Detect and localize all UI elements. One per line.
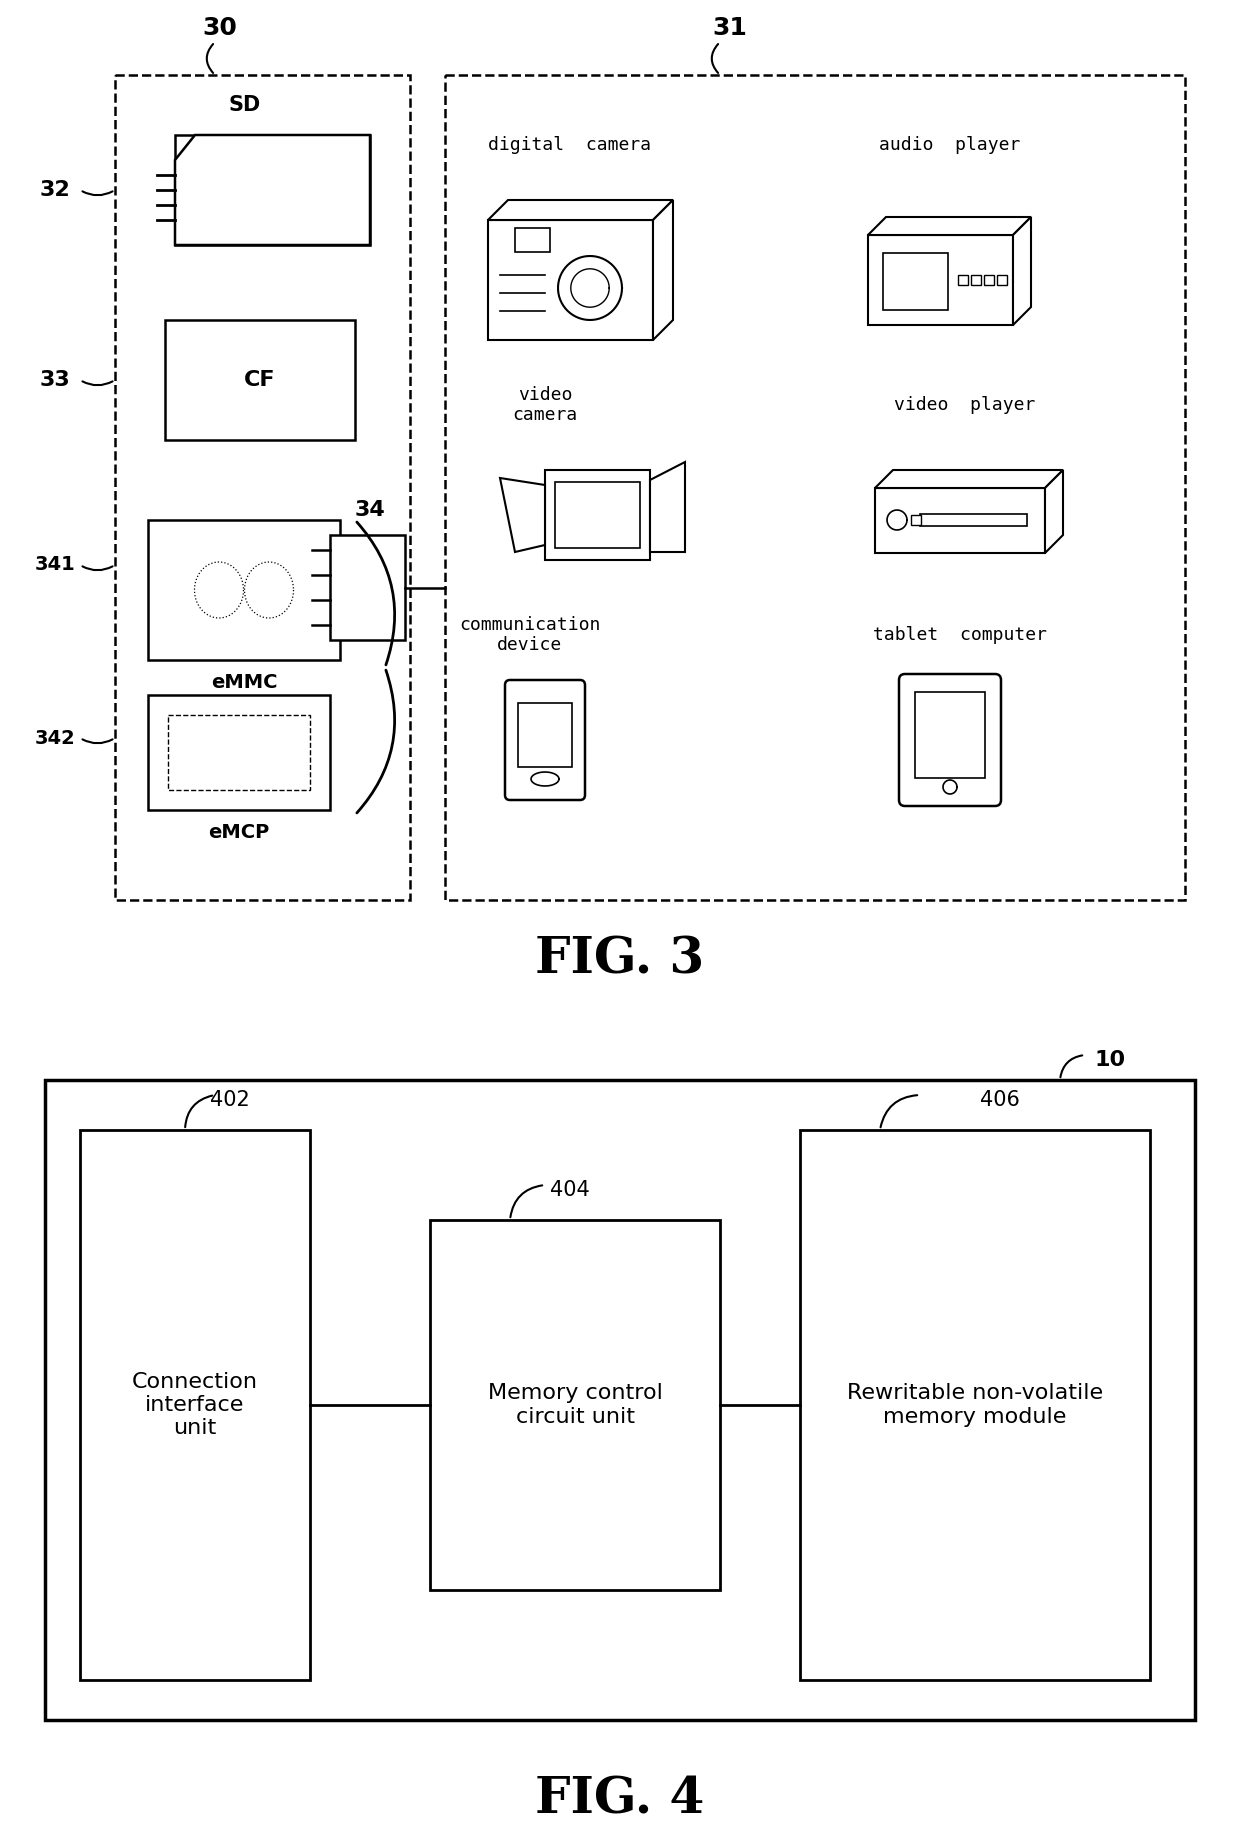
- Bar: [915, 692, 985, 777]
- Polygon shape: [175, 135, 370, 246]
- Text: 404: 404: [551, 1180, 590, 1200]
- Text: Rewritable non-volatile
memory module: Rewritable non-volatile memory module: [847, 1383, 1104, 1427]
- Bar: [115, 76, 410, 901]
- Text: 341: 341: [35, 556, 76, 574]
- Text: Memory control
circuit unit: Memory control circuit unit: [487, 1383, 662, 1427]
- Bar: [165, 319, 355, 439]
- Bar: [445, 76, 1185, 901]
- Bar: [546, 471, 650, 559]
- Bar: [911, 515, 921, 524]
- Text: 33: 33: [40, 369, 71, 390]
- Bar: [959, 275, 968, 284]
- Bar: [148, 694, 330, 810]
- Bar: [489, 220, 653, 340]
- FancyBboxPatch shape: [505, 679, 585, 799]
- Polygon shape: [653, 199, 673, 340]
- Bar: [167, 714, 310, 790]
- Text: 32: 32: [40, 181, 71, 199]
- Text: CF: CF: [244, 369, 275, 390]
- Bar: [148, 521, 340, 661]
- Text: video  player: video player: [894, 397, 1035, 414]
- Bar: [175, 135, 370, 246]
- Text: 34: 34: [355, 500, 386, 521]
- Bar: [81, 1130, 310, 1680]
- Polygon shape: [875, 471, 1063, 487]
- Text: 342: 342: [35, 729, 76, 748]
- Bar: [430, 1220, 720, 1589]
- Bar: [875, 487, 1045, 554]
- Polygon shape: [868, 218, 1030, 234]
- Text: eMCP: eMCP: [208, 823, 269, 842]
- Text: FIG. 3: FIG. 3: [536, 936, 704, 984]
- Bar: [800, 1130, 1149, 1680]
- Text: communication
device: communication device: [459, 615, 600, 653]
- Polygon shape: [1045, 471, 1063, 554]
- Polygon shape: [650, 462, 684, 552]
- Polygon shape: [500, 478, 546, 552]
- Text: video
camera: video camera: [512, 386, 578, 425]
- Polygon shape: [489, 199, 673, 220]
- Bar: [868, 234, 1013, 325]
- Bar: [330, 535, 405, 641]
- Text: eMMC: eMMC: [211, 672, 278, 692]
- Bar: [556, 482, 640, 548]
- Text: 406: 406: [980, 1089, 1021, 1109]
- Text: audio  player: audio player: [879, 137, 1021, 153]
- Bar: [883, 253, 949, 310]
- Bar: [971, 275, 981, 284]
- Bar: [45, 1080, 1195, 1720]
- Text: 402: 402: [210, 1089, 250, 1109]
- Text: SD: SD: [229, 94, 262, 114]
- FancyBboxPatch shape: [899, 674, 1001, 807]
- Text: tablet  computer: tablet computer: [873, 626, 1047, 644]
- Bar: [515, 229, 551, 253]
- Bar: [518, 703, 572, 766]
- Bar: [997, 275, 1007, 284]
- Text: digital  camera: digital camera: [489, 137, 651, 153]
- Text: 30: 30: [202, 17, 237, 41]
- Bar: [920, 513, 1027, 526]
- Text: FIG. 4: FIG. 4: [536, 1776, 704, 1824]
- Text: 31: 31: [713, 17, 748, 41]
- Bar: [985, 275, 994, 284]
- Text: Connection
interface
unit: Connection interface unit: [131, 1372, 258, 1438]
- Polygon shape: [1013, 218, 1030, 325]
- Text: 10: 10: [1095, 1050, 1126, 1071]
